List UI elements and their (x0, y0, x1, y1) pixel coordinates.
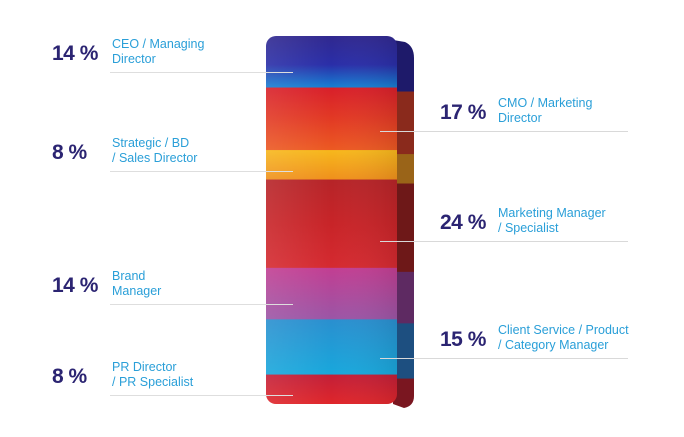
segment-role-line2: / Sales Director (112, 150, 198, 165)
bar-segment-side-2 (393, 91, 414, 155)
segment-role-7: PR Director / PR Specialist (112, 360, 193, 390)
segment-role-1: CEO / Managing Director (112, 37, 204, 67)
segment-role-line2: / PR Specialist (112, 374, 194, 389)
segment-role-line1: Brand (112, 268, 146, 283)
bar-segment-side-6 (393, 323, 414, 380)
segment-role-line2: Director (112, 51, 156, 66)
segment-role-line1: PR Director (112, 359, 177, 374)
segment-role-line2: / Category Manager (498, 337, 609, 352)
bar-segment-side-5 (393, 271, 414, 324)
segment-role-line2: Director (498, 110, 542, 125)
segment-percent-5: 14 % (52, 273, 98, 297)
bar-segment-side-7 (393, 378, 414, 408)
segment-role-line1: Client Service / Product (498, 322, 629, 337)
bar-segment-side-3 (393, 154, 414, 185)
segment-percent-6: 15 % (440, 327, 486, 351)
segment-role-5: Brand Manager (112, 269, 161, 299)
segment-role-2: CMO / Marketing Director (498, 96, 592, 126)
segment-percent-1: 14 % (52, 41, 98, 65)
bar-segment-side-4 (393, 183, 414, 273)
segment-role-line2: Manager (112, 283, 162, 298)
bar-side-face (393, 40, 414, 408)
segment-role-line1: Marketing Manager (498, 205, 606, 220)
leader-lines (110, 72, 628, 396)
segment-percent-3: 8 % (52, 140, 87, 164)
segment-role-6: Client Service / Product / Category Manag… (498, 323, 629, 353)
segment-percent-7: 8 % (52, 364, 87, 388)
bar-segment-side-1 (393, 40, 414, 93)
bar-highlight (266, 36, 397, 404)
segment-role-4: Marketing Manager / Specialist (498, 206, 606, 236)
segment-percent-2: 17 % (440, 100, 486, 124)
segment-percent-4: 24 % (440, 210, 486, 234)
segment-role-line1: CMO / Marketing (498, 95, 593, 110)
segment-role-line1: CEO / Managing (112, 36, 205, 51)
segment-role-line1: Strategic / BD (112, 135, 190, 150)
segment-role-line2: / Specialist (498, 220, 559, 235)
segment-role-3: Strategic / BD / Sales Director (112, 136, 197, 166)
